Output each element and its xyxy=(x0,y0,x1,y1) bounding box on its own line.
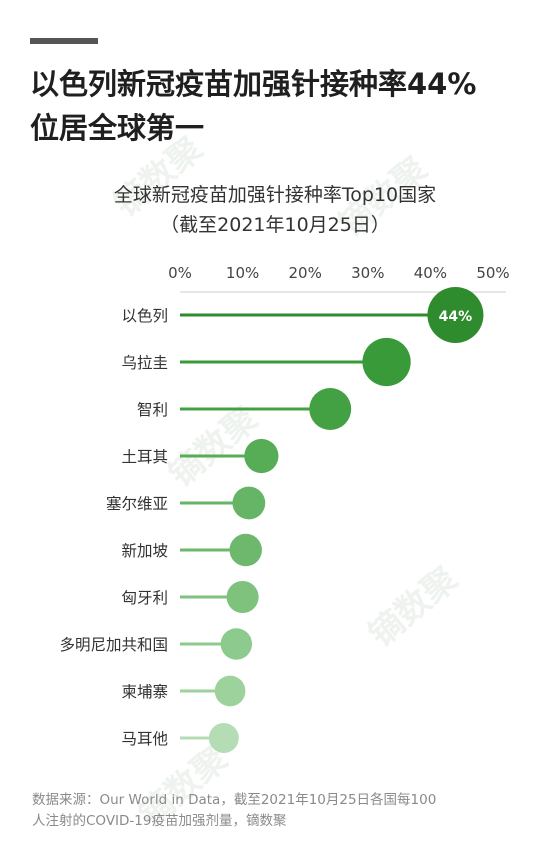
source-note-line-1: 数据来源：Our World in Data，截至2021年10月25日各国每1… xyxy=(32,792,437,808)
accent-bar xyxy=(30,38,98,44)
headline-line-2: 位居全球第一 xyxy=(30,111,205,145)
x-tick-label: 30% xyxy=(351,264,384,282)
chart-title-block: 全球新冠疫苗加强针接种率Top10国家 （截至2021年10月25日） xyxy=(0,180,550,240)
lollipop-dot xyxy=(427,287,484,343)
category-label: 塞尔维亚 xyxy=(106,495,168,513)
lollipop-dot xyxy=(220,628,253,660)
x-tick-label: 50% xyxy=(476,264,509,282)
lollipop-dot xyxy=(229,533,262,567)
lollipop-dot xyxy=(232,486,266,520)
x-tick-label: 10% xyxy=(226,264,259,282)
source-note: 数据来源：Our World in Data，截至2021年10月25日各国每1… xyxy=(32,790,532,832)
lollipop-dot xyxy=(208,723,239,753)
category-label: 乌拉圭 xyxy=(121,354,168,372)
lollipop-dot xyxy=(362,337,411,387)
data-label: 44% xyxy=(439,309,473,325)
category-label: 以色列 xyxy=(121,307,168,325)
lollipop-dot xyxy=(244,438,279,474)
lollipop-chart: 0% 10% 20% 30% 40% 50% 以色列 44% 乌拉圭智利土耳其塞尔维亚新加坡匈牙… xyxy=(59,264,510,753)
lollipop-dot xyxy=(214,675,246,707)
category-label: 匈牙利 xyxy=(121,589,168,607)
x-tick-label: 0% xyxy=(168,264,192,282)
x-tick-label: 20% xyxy=(289,264,322,282)
headline: 以色列新冠疫苗加强针接种率44% 位居全球第一 xyxy=(30,62,530,150)
category-label: 土耳其 xyxy=(121,448,168,466)
category-label: 智利 xyxy=(137,401,168,419)
headline-line-1: 以色列新冠疫苗加强针接种率44% xyxy=(30,67,477,101)
x-tick-label: 40% xyxy=(414,264,447,282)
lollipop-dot xyxy=(309,388,352,430)
chart-title: 全球新冠疫苗加强针接种率Top10国家 xyxy=(113,184,437,206)
lollipop-dot xyxy=(226,580,259,614)
category-label: 柬埔寨 xyxy=(121,683,168,701)
category-label: 马耳他 xyxy=(121,730,168,748)
category-label: 新加坡 xyxy=(121,542,168,560)
category-label: 多明尼加共和国 xyxy=(59,636,168,654)
chart-subtitle: （截至2021年10月25日） xyxy=(160,214,390,236)
source-note-line-2: 人注射的COVID-19疫苗加强剂量，镝数聚 xyxy=(32,813,287,829)
